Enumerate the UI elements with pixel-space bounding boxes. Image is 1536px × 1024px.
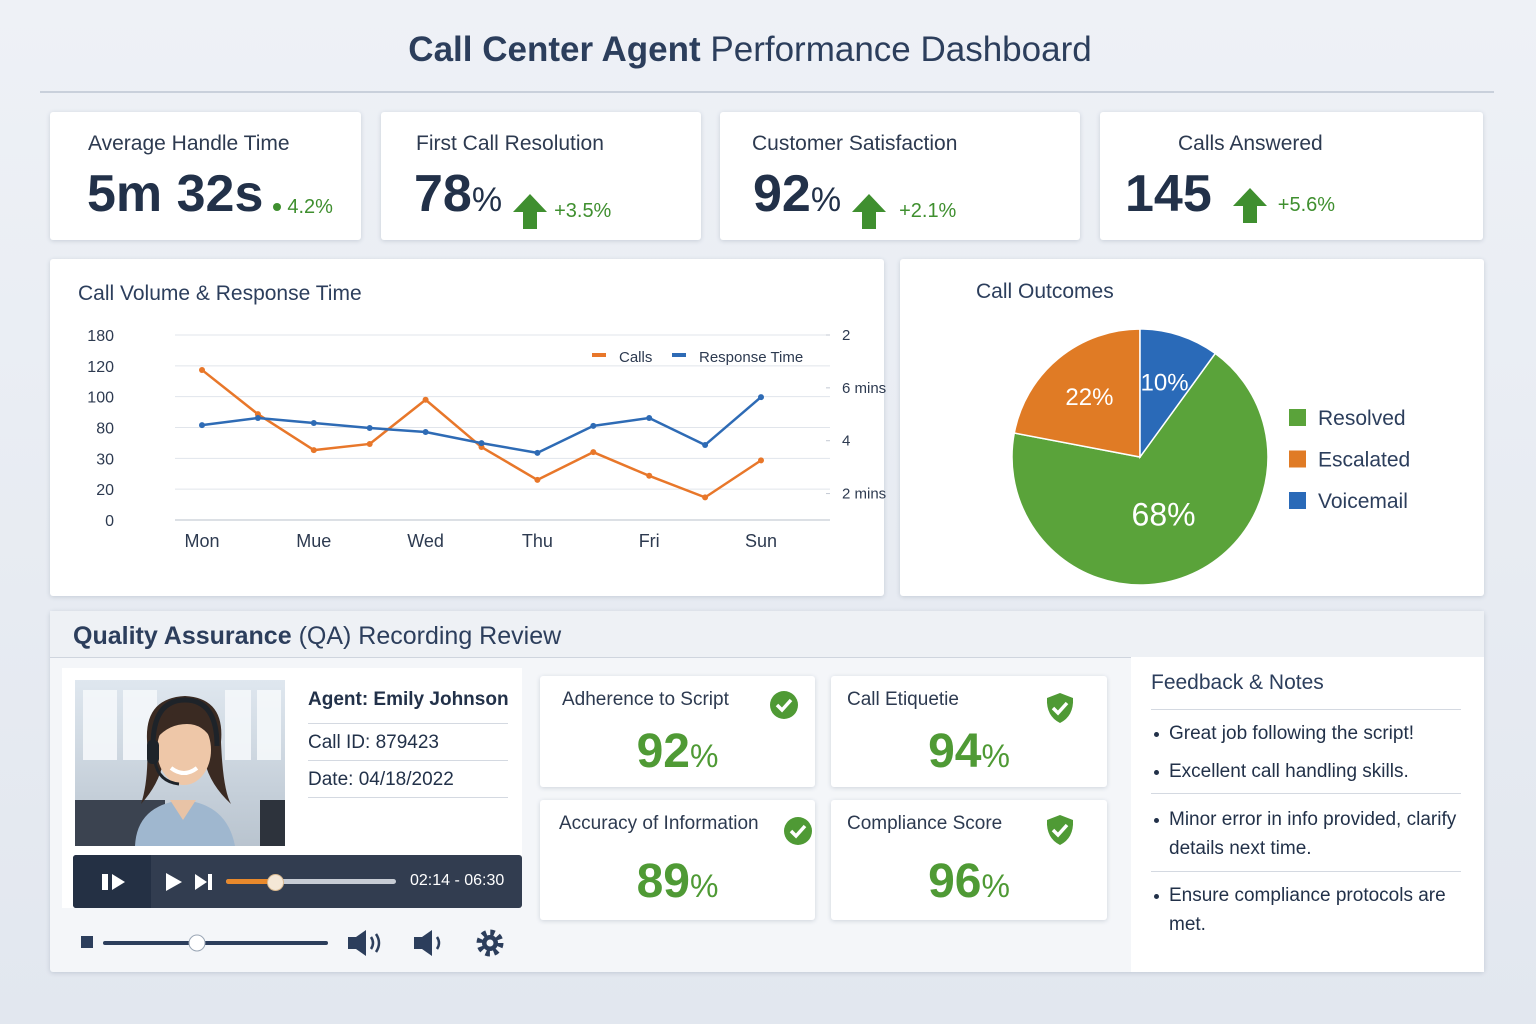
score-number: 89 — [636, 855, 690, 908]
kpi-label: Calls Answered — [1178, 132, 1323, 155]
title-light: Performance Dashboard — [710, 30, 1092, 69]
kpi-card: Customer Satisfaction 92% +2.1% — [720, 112, 1080, 240]
next-button[interactable] — [193, 871, 217, 893]
score-unit: % — [689, 868, 719, 904]
volume-knob[interactable] — [188, 934, 206, 952]
kpi-row: 5m 32s 4.2% — [87, 164, 333, 224]
up-arrow-icon — [1232, 188, 1267, 223]
speaker-button[interactable] — [414, 930, 441, 956]
agent-name: Agent: Emily Johnson — [308, 689, 509, 710]
score-card: Call Etiquetie 94% — [831, 676, 1107, 787]
score-number: 96 — [928, 855, 982, 908]
qa-title: Quality Assurance (QA) Recording Review — [73, 622, 561, 651]
volume-track[interactable] — [103, 941, 328, 945]
qa-title-light: (QA) Recording Review — [298, 622, 562, 650]
score-label: Compliance Score — [847, 813, 1003, 834]
kpi-number: 92 — [753, 165, 811, 223]
feedback-note: Ensure compliance protocols are met. — [1151, 881, 1461, 939]
separator — [308, 797, 508, 798]
score-number: 94 — [928, 725, 982, 778]
score-label: Accuracy of Information — [559, 813, 759, 834]
kpi-row: 145 +5.6% — [1125, 164, 1335, 224]
separator — [1151, 709, 1461, 710]
divider — [40, 91, 1494, 93]
kpi-label: First Call Resolution — [416, 132, 604, 155]
up-arrow-icon — [513, 194, 548, 229]
play-button[interactable] — [163, 871, 185, 893]
kpi-number: 78 — [414, 165, 472, 223]
separator — [1151, 871, 1461, 872]
feedback-note: Excellent call handling skills. — [1151, 757, 1461, 786]
kpi-unit: % — [810, 181, 842, 219]
settings-button[interactable] — [476, 929, 504, 957]
score-unit: % — [689, 738, 719, 774]
kpi-change: 4.2% — [273, 190, 333, 224]
kpi-value: 92% — [753, 164, 841, 230]
kpi-value: 78% — [414, 164, 502, 230]
score-number: 92 — [636, 725, 690, 778]
separator — [308, 760, 508, 761]
shield-check-icon — [1046, 693, 1074, 723]
page-title: Call Center Agent Performance Dashboard — [0, 30, 1500, 70]
line-chart-panel — [50, 259, 884, 596]
pie-chart-panel — [900, 259, 1484, 596]
score-value: 94% — [831, 724, 1107, 779]
agent-photo — [75, 680, 285, 846]
separator — [1151, 793, 1461, 794]
separator — [308, 723, 508, 724]
score-card: Adherence to Script 92% — [540, 676, 815, 787]
kpi-label: Customer Satisfaction — [752, 132, 958, 155]
kpi-change-text: +2.1% — [899, 200, 957, 222]
shield-check-icon — [1046, 815, 1074, 845]
pause-button[interactable] — [73, 855, 151, 908]
progress-fill — [226, 879, 274, 884]
volume-controls — [81, 929, 504, 957]
kpi-value: 5m 32s — [87, 165, 264, 223]
feedback-note: Minor error in info provided, clarify de… — [1151, 805, 1461, 863]
kpi-change-text: +5.6% — [1277, 194, 1336, 216]
kpi-change: +2.1% — [851, 192, 956, 230]
speaker-button[interactable] — [348, 930, 381, 956]
kpi-change: +3.5% — [512, 192, 611, 230]
progress-track[interactable] — [226, 879, 396, 884]
playback-time: 02:14 - 06:30 — [410, 872, 505, 889]
feedback-title: Feedback & Notes — [1151, 671, 1324, 694]
score-label: Adherence to Script — [562, 689, 729, 710]
kpi-row: 78% +3.5% — [414, 164, 611, 230]
check-icon — [770, 691, 798, 719]
score-value: 92% — [540, 724, 815, 779]
audio-player: 02:14 - 06:30 — [73, 855, 522, 908]
call-id: Call ID: 879423 — [308, 732, 439, 753]
check-icon — [784, 817, 812, 845]
kpi-label: Average Handle Time — [88, 132, 290, 155]
score-unit: % — [981, 868, 1010, 904]
stop-button[interactable] — [81, 936, 93, 948]
progress-knob[interactable] — [267, 874, 284, 891]
kpi-change-text: 4.2% — [287, 196, 333, 218]
score-value: 89% — [540, 854, 815, 909]
title-strong: Call Center Agent — [408, 30, 701, 69]
kpi-change-text: +3.5% — [554, 200, 612, 222]
call-date: Date: 04/18/2022 — [308, 769, 454, 790]
kpi-value: 145 — [1125, 165, 1212, 223]
score-label: Call Etiquetie — [847, 689, 959, 710]
score-card: Compliance Score 96% — [831, 800, 1107, 920]
kpi-card: First Call Resolution 78% +3.5% — [381, 112, 701, 240]
qa-header — [50, 611, 1484, 658]
qa-title-strong: Quality Assurance — [73, 622, 292, 650]
feedback-note: Great job following the script! — [1151, 719, 1461, 748]
kpi-card: Calls Answered 145 +5.6% — [1100, 112, 1483, 240]
kpi-row: 92% +2.1% — [753, 164, 956, 230]
score-card: Accuracy of Information 89% — [540, 800, 815, 920]
pause-icon — [102, 874, 125, 890]
dot-icon — [273, 203, 282, 211]
up-arrow-icon — [852, 194, 887, 229]
kpi-card: Average Handle Time 5m 32s 4.2% — [50, 112, 361, 240]
score-value: 96% — [831, 854, 1107, 909]
kpi-change: +5.6% — [1232, 186, 1335, 224]
score-unit: % — [981, 738, 1010, 774]
kpi-unit: % — [471, 181, 503, 219]
